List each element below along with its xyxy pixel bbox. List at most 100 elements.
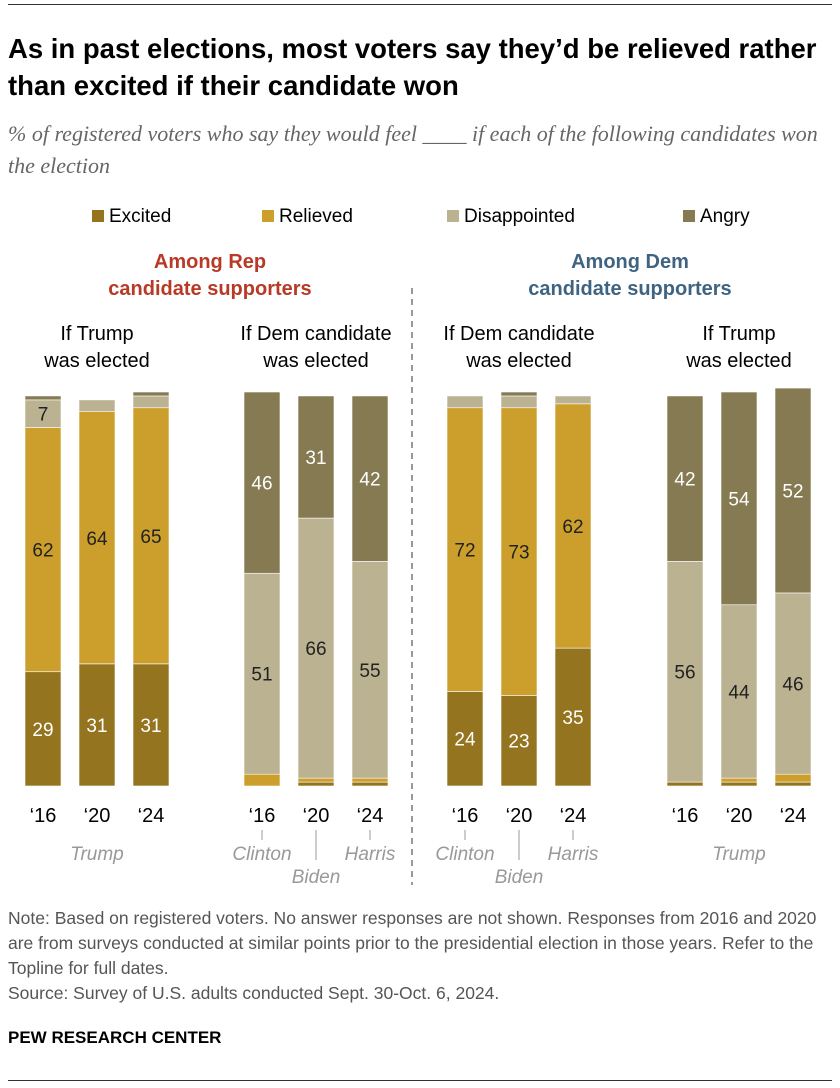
- bar-segment-disappointed: [243, 572, 281, 775]
- group-title: If Dem candidate: [443, 323, 594, 345]
- bar-segment-disappointed: [500, 395, 538, 409]
- panel-header: Among Dem: [571, 251, 689, 273]
- data-label: 64: [86, 529, 108, 550]
- year-label: ‘24: [560, 805, 587, 827]
- candidate-label: Trump: [712, 844, 765, 865]
- note-text: Note: Based on registered voters. No ans…: [8, 908, 817, 978]
- bar-segment-angry: [500, 391, 538, 397]
- data-label: 51: [251, 665, 272, 686]
- year-label: ‘20: [506, 805, 533, 827]
- bar-segment-excited: [351, 781, 389, 787]
- data-label: 44: [728, 682, 750, 703]
- panel-header: Among Rep: [154, 251, 266, 273]
- candidate-label: Harris: [548, 844, 599, 865]
- panel-header: candidate supporters: [528, 278, 731, 300]
- year-label: ‘16: [30, 805, 57, 827]
- bar-segment-relieved: [774, 773, 812, 783]
- legend-swatch-disappointed: [447, 210, 459, 222]
- chart-note: Note: Based on registered voters. No ans…: [8, 906, 828, 1006]
- data-label: 52: [782, 482, 803, 503]
- legend-label-relieved: Relieved: [279, 206, 353, 227]
- bar-segment-excited: [720, 781, 758, 787]
- bar-segment-excited: [24, 671, 62, 787]
- source-text: Source: Survey of U.S. adults conducted …: [8, 983, 500, 1003]
- group-title: was elected: [685, 350, 792, 372]
- data-label: 66: [305, 639, 326, 660]
- year-label: ‘20: [84, 805, 111, 827]
- group-title: was elected: [262, 350, 369, 372]
- bar-segment-disappointed: [720, 604, 758, 779]
- year-label: ‘24: [357, 805, 384, 827]
- data-label: 55: [359, 661, 380, 682]
- chart-title: As in past elections, most voters say th…: [8, 33, 817, 101]
- bar-segment-angry: [720, 391, 758, 606]
- candidate-label: Trump: [70, 844, 123, 865]
- data-label: 42: [359, 470, 380, 491]
- bar-segment-excited: [774, 781, 812, 787]
- candidate-label: Clinton: [435, 844, 494, 865]
- data-label: 54: [728, 489, 750, 510]
- bar-segment-angry: [666, 395, 704, 562]
- year-label: ‘16: [452, 805, 479, 827]
- brand-logo-text: PEW RESEARCH CENTER: [8, 1028, 222, 1047]
- bar-segment-relieved: [500, 407, 538, 696]
- bar-segment-disappointed: [666, 561, 704, 783]
- legend-swatch-relieved: [262, 210, 274, 222]
- data-label: 42: [674, 470, 695, 491]
- data-label: 23: [508, 732, 529, 753]
- bar-segment-disappointed: [554, 395, 592, 405]
- data-label: 31: [305, 448, 326, 469]
- bar-segment-disappointed: [78, 399, 116, 413]
- group-title: was elected: [465, 350, 572, 372]
- data-label: 31: [140, 716, 161, 737]
- bar-segment-angry: [351, 395, 389, 562]
- bar-segment-angry: [243, 391, 281, 574]
- candidate-label: Clinton: [232, 844, 291, 865]
- bar-segment-disappointed: [351, 561, 389, 779]
- bar-segment-relieved: [351, 777, 389, 783]
- bar-segment-excited: [297, 781, 335, 787]
- data-label: 73: [508, 543, 529, 564]
- data-label: 7: [38, 405, 49, 426]
- data-label: 56: [674, 663, 695, 684]
- bar-segment-relieved: [446, 407, 484, 692]
- bar-segment-excited: [666, 781, 704, 787]
- bar-segment-excited: [554, 647, 592, 787]
- candidate-label: Biden: [495, 867, 544, 888]
- bar-segment-excited: [78, 663, 116, 787]
- panel-header: candidate supporters: [108, 278, 311, 300]
- bar-segment-angry: [297, 395, 335, 519]
- year-label: ‘20: [303, 805, 330, 827]
- bar-segment-excited: [500, 695, 538, 787]
- bar-segment-disappointed: [446, 395, 484, 409]
- bar-segment-relieved: [554, 403, 592, 649]
- year-label: ‘16: [249, 805, 276, 827]
- data-label: 24: [454, 730, 476, 751]
- bar-segment-relieved: [24, 427, 62, 673]
- data-label: 65: [140, 527, 161, 548]
- bar-segment-disappointed: [132, 395, 170, 409]
- group-title: was elected: [43, 350, 150, 372]
- bar-segment-relieved: [78, 411, 116, 665]
- group-title: If Trump: [702, 323, 775, 345]
- group-title: If Dem candidate: [240, 323, 391, 345]
- legend-swatch-excited: [92, 210, 104, 222]
- legend-label-disappointed: Disappointed: [464, 206, 575, 227]
- data-label: 46: [782, 675, 803, 696]
- year-label: ‘16: [672, 805, 699, 827]
- data-label: 62: [562, 517, 583, 538]
- group-title: If Trump: [60, 323, 133, 345]
- stacked-bar-chart: Excited Relieved Disappointed Angry Among Re…: [24, 206, 812, 888]
- data-label: 46: [251, 474, 272, 495]
- bar-segment-angry: [774, 387, 812, 594]
- data-label: 29: [32, 720, 53, 741]
- data-label: 31: [86, 716, 107, 737]
- chart-subtitle: % of registered voters who say they woul…: [8, 121, 818, 178]
- bar-segment-excited: [446, 691, 484, 787]
- legend-label-angry: Angry: [700, 206, 750, 227]
- data-label: 72: [454, 541, 475, 562]
- year-label: ‘24: [780, 805, 807, 827]
- bar-segment-angry: [24, 395, 62, 401]
- candidate-label: Harris: [345, 844, 396, 865]
- candidate-label: Biden: [292, 867, 341, 888]
